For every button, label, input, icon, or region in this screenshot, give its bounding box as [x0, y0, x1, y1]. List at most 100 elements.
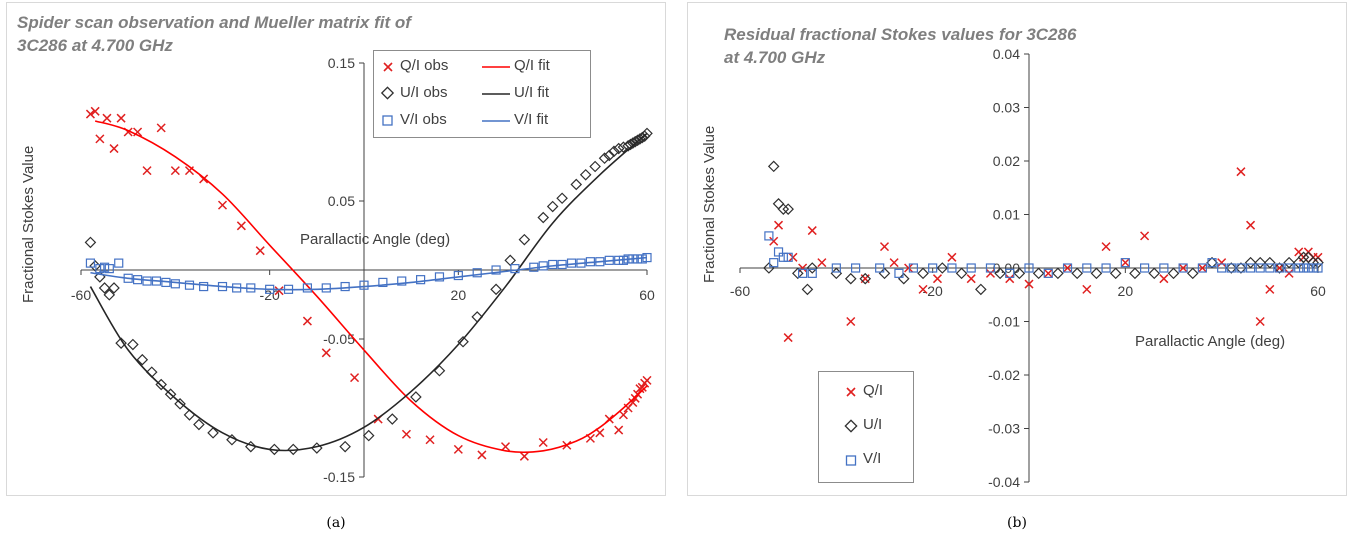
q-i-obs-point — [116, 113, 126, 123]
q-i-obs-point — [642, 375, 652, 385]
q-i-point — [783, 333, 793, 343]
q-i-point-b — [1140, 231, 1150, 241]
u-i-point — [975, 283, 987, 296]
v-i-point — [783, 252, 793, 262]
legend-q-obs-label: Q/I obs — [400, 57, 449, 74]
u-i-point — [1235, 262, 1247, 274]
q-i-point-b — [817, 258, 827, 268]
q-i-obs-point-b — [302, 316, 312, 326]
q-i-point — [879, 242, 890, 252]
q-i-point — [985, 268, 995, 278]
u-i-obs-point — [627, 137, 639, 149]
v-i-obs-point — [104, 264, 114, 274]
q-i-obs-point-b — [255, 246, 265, 256]
q-i-obs-point — [236, 221, 246, 231]
legend-q-fit-label: Q/I fit — [514, 57, 550, 74]
u-i-obs-point — [629, 135, 642, 148]
q-i-point — [1236, 167, 1246, 177]
q-i-point — [769, 236, 779, 246]
chart-b-legend: Q/I U/I V/I — [818, 371, 914, 483]
q-i-obs-point — [302, 316, 312, 326]
u-i-obs-point — [268, 443, 281, 456]
q-i-obs-point — [255, 246, 265, 256]
u-i-point — [917, 267, 929, 280]
u-i-obs-point — [537, 211, 550, 224]
u-i-obs-point — [624, 138, 637, 151]
q-i-obs-point-b — [401, 429, 411, 439]
v-i-point — [1303, 263, 1313, 273]
v-i-point — [1255, 263, 1265, 273]
q-i-obs-point-b — [217, 200, 228, 210]
u-i-obs-point — [579, 168, 592, 181]
q-i-point — [1255, 316, 1265, 327]
y-tick-label: -0.04 — [988, 474, 1020, 490]
q-i-point-b — [769, 236, 779, 246]
u-i-point — [1013, 267, 1026, 280]
q-i-point — [1082, 284, 1092, 294]
u-i-point — [1129, 267, 1141, 280]
u-i-fit-line — [89, 132, 648, 452]
q-i-obs-point-b — [109, 144, 119, 154]
u-i-point — [955, 267, 968, 280]
u-i-point — [1225, 262, 1238, 274]
v-i-obs-point — [453, 270, 463, 281]
u-i-point — [1032, 267, 1045, 280]
u-i-obs-point — [504, 254, 517, 267]
legend-u-obs-label: U/I obs — [400, 84, 448, 101]
u-i-obs-point — [433, 364, 446, 377]
chart-a-legend: Q/I obs Q/I fit U/I obs U/I fit V/I obs … — [373, 50, 591, 138]
q-i-obs-point — [95, 134, 105, 144]
q-i-point-b — [1217, 258, 1227, 268]
v-i-obs-point — [548, 259, 558, 270]
q-i-point-b — [1294, 247, 1304, 257]
q-i-point — [947, 252, 957, 262]
q-i-point-b — [947, 252, 957, 262]
u-i-point — [859, 272, 872, 285]
v-i-obs-point — [99, 262, 110, 272]
x-tick-label: -20 — [923, 283, 943, 299]
u-i-obs-point — [207, 427, 219, 439]
q-i-point-b — [1246, 220, 1256, 230]
q-i-obs-point-b — [425, 435, 435, 445]
q-i-point-b — [1265, 284, 1275, 294]
chart-a-legend-symbols — [380, 62, 510, 126]
q-i-point-b — [1101, 242, 1111, 252]
q-i-point — [1063, 263, 1073, 273]
q-i-point — [1265, 284, 1275, 294]
u-i-point — [994, 267, 1006, 280]
q-i-point-b — [1197, 263, 1207, 273]
v-i-point — [985, 263, 996, 273]
u-i-point — [1264, 256, 1276, 269]
u-i-obs-point — [608, 145, 620, 158]
q-i-obs-point — [401, 429, 411, 439]
u-i-obs-point — [287, 443, 300, 456]
v-i-point — [1298, 263, 1309, 273]
v-i-point — [807, 268, 817, 278]
q-i-obs-point-b — [637, 382, 647, 392]
q-i-point-b — [1255, 316, 1265, 327]
u-i-obs-point — [457, 335, 469, 348]
q-i-obs-point — [133, 127, 143, 137]
q-i-point-b — [1063, 263, 1073, 273]
v-i-obs-point — [434, 272, 445, 282]
v-i-point — [1024, 263, 1034, 273]
v-i-obs-point — [397, 276, 407, 286]
v-i-point — [1274, 263, 1285, 273]
chart-b-title-line-1: Residual fractional Stokes values for 3C… — [724, 25, 1077, 44]
u-i-point — [792, 267, 804, 280]
q-i-point — [774, 220, 784, 230]
u-i-point — [1052, 267, 1064, 280]
q-i-obs-point-b — [85, 109, 95, 119]
u-i-point — [1206, 256, 1218, 269]
q-i-obs-point — [142, 166, 152, 176]
u-i-obs-point — [603, 149, 616, 162]
legend-vi-label: V/I — [863, 450, 882, 467]
q-i-point-b — [783, 333, 793, 343]
q-i-obs-point — [184, 166, 195, 176]
chart-panel-b: 0.04 0.03 0.02 0.01 0.00 -0.01 -0.02 -0.03 -0.04… — [687, 2, 1347, 496]
v-i-fit-line — [90, 256, 648, 291]
q-i-point-b — [1024, 279, 1034, 289]
q-i-point-b — [879, 242, 890, 252]
u-i-obs-point — [84, 236, 97, 249]
v-i-point — [1043, 268, 1053, 278]
